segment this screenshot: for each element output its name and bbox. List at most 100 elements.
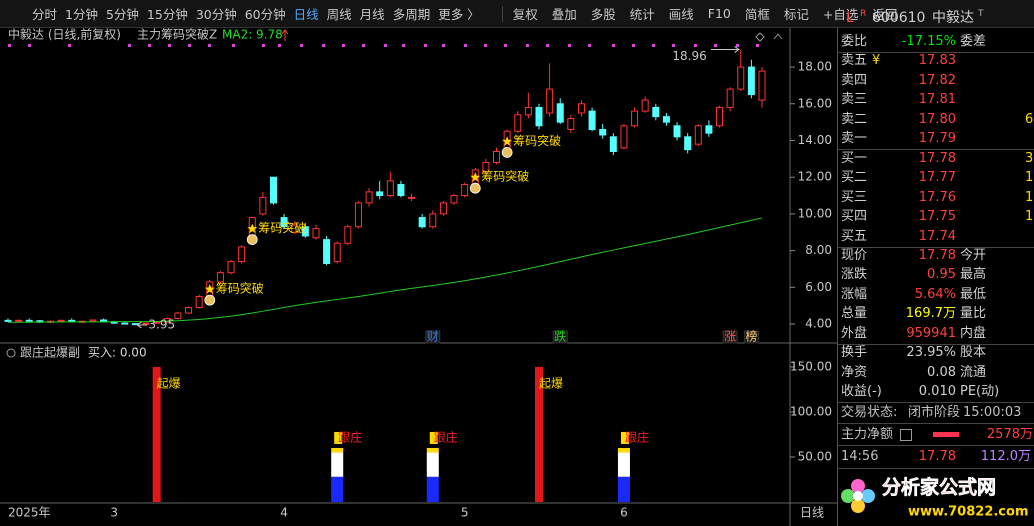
signal-dot <box>232 44 235 47</box>
toolbar-button[interactable]: 统计 <box>629 7 655 22</box>
toolbar-button[interactable]: +自选 <box>822 7 859 22</box>
candle-body <box>514 114 522 132</box>
row-label: 卖三 <box>841 92 868 108</box>
stack-segment <box>426 452 439 477</box>
row-value: 17.80 <box>918 111 956 127</box>
signal-dot <box>464 44 467 47</box>
candle-body <box>535 106 543 127</box>
candle-body <box>174 312 182 320</box>
stack-label-bg <box>334 431 343 444</box>
icon-collapse <box>773 33 783 40</box>
candle-body <box>567 117 575 130</box>
y-tick-label: 6.00 <box>805 280 832 294</box>
row-label: 买五 <box>841 228 868 244</box>
stack-segment <box>617 447 630 453</box>
candle-body <box>546 88 554 114</box>
toolbar-button[interactable]: 月线 <box>359 7 385 22</box>
annotation-label: 筹码突破 <box>216 281 264 296</box>
candle-body <box>641 99 649 112</box>
chart-background <box>0 28 837 526</box>
chart-title: 中毅达 (日线,前复权) <box>8 27 121 42</box>
toolbar-button[interactable]: 日线 <box>293 7 319 22</box>
status-time: 15:00:03 <box>963 405 1022 420</box>
signal-dot <box>652 44 655 47</box>
y-tick-label: 150.00 <box>790 359 832 373</box>
row-value: 0.95 <box>927 267 956 283</box>
signal-dot <box>588 44 591 47</box>
separator <box>838 246 1034 248</box>
row-value: 17.74 <box>918 228 956 244</box>
x-tick-label: 4 <box>280 506 288 520</box>
event-marker: 涨 <box>724 329 736 344</box>
toolbar-button[interactable]: 叠加 <box>551 7 577 22</box>
signal-dot <box>484 44 487 47</box>
quote-panel: L R 600610 中毅达 T 交易状态: 闭市阶段 15:00:03 主力净… <box>837 9 1034 526</box>
stack-segment <box>426 447 439 453</box>
toolbar-button[interactable]: 1分钟 <box>65 7 98 22</box>
row-value: 17.82 <box>918 72 956 88</box>
signal-dot <box>68 44 71 47</box>
toolbar-button[interactable]: 多周期 <box>392 7 431 22</box>
toolbar-button[interactable]: 复权 <box>512 7 538 22</box>
toolbar-button[interactable]: 简框 <box>744 7 770 22</box>
toolbar-button[interactable]: 15分钟 <box>146 7 188 22</box>
toolbar-button[interactable]: F10 <box>707 6 731 21</box>
candle-body <box>344 226 352 244</box>
signal-dot <box>672 44 675 47</box>
stack-segment <box>331 447 344 453</box>
candle-body <box>737 66 745 90</box>
candle-body <box>153 321 161 324</box>
toolbar-button[interactable]: 更多 〉 <box>438 7 480 22</box>
row-label2: 股本 <box>960 345 987 361</box>
toolbar-button[interactable]: 5分钟 <box>105 7 139 22</box>
toolbar-button[interactable]: 周线 <box>326 7 352 22</box>
y-tick-label: 16.00 <box>798 96 832 110</box>
candle-body <box>758 70 766 101</box>
net-icon <box>900 429 912 441</box>
candle-body <box>705 125 713 134</box>
signal-dot <box>694 44 697 47</box>
spike-bar <box>152 366 161 502</box>
candle-body <box>556 103 564 123</box>
x-tick-label: 6 <box>620 506 628 520</box>
candle-body <box>673 125 681 138</box>
coin-icon <box>469 182 481 194</box>
signal-dot <box>362 44 365 47</box>
candle-body <box>429 213 437 228</box>
candle-body <box>142 322 150 325</box>
toolbar-button[interactable]: 60分钟 <box>244 7 286 22</box>
low-label: 3.95 <box>148 317 175 331</box>
stack-segment <box>331 476 344 502</box>
candle-body <box>280 217 288 228</box>
row-value: 23.95% <box>906 345 956 361</box>
row-label2: 今开 <box>960 247 987 263</box>
toolbar-button[interactable]: 分时 <box>32 7 58 22</box>
period-label: 日线 <box>800 506 824 520</box>
row-label: 涨幅 <box>841 286 868 302</box>
toolbar-button[interactable]: 多股 <box>590 7 616 22</box>
row-label2: 量比 <box>960 306 987 322</box>
candle-body <box>121 322 129 325</box>
row-value: 0.08 <box>927 364 956 380</box>
candle-body <box>57 319 65 322</box>
net-label: 主力净额 <box>841 427 894 442</box>
row-value: 17.76 <box>918 189 956 205</box>
candle-body <box>726 88 734 108</box>
row-label: 买二 <box>841 170 868 186</box>
toolbar-button[interactable]: 画线 <box>668 7 694 22</box>
signal-dot <box>168 44 171 47</box>
candle-body <box>195 296 203 309</box>
stack-segment <box>617 452 630 477</box>
signal-dot <box>568 44 571 47</box>
stock-tag: T <box>978 9 984 19</box>
toolbar-button[interactable]: 标记 <box>783 7 809 22</box>
candle-body <box>461 184 469 197</box>
row-icon: ¥ <box>872 53 881 69</box>
toolbar-button[interactable]: 返回 <box>872 7 898 22</box>
candle-body <box>652 106 660 118</box>
toolbar-button[interactable]: 30分钟 <box>195 7 237 22</box>
event-marker-box <box>552 330 568 344</box>
row-value: 959941 <box>906 325 956 341</box>
candle-body <box>227 261 235 274</box>
